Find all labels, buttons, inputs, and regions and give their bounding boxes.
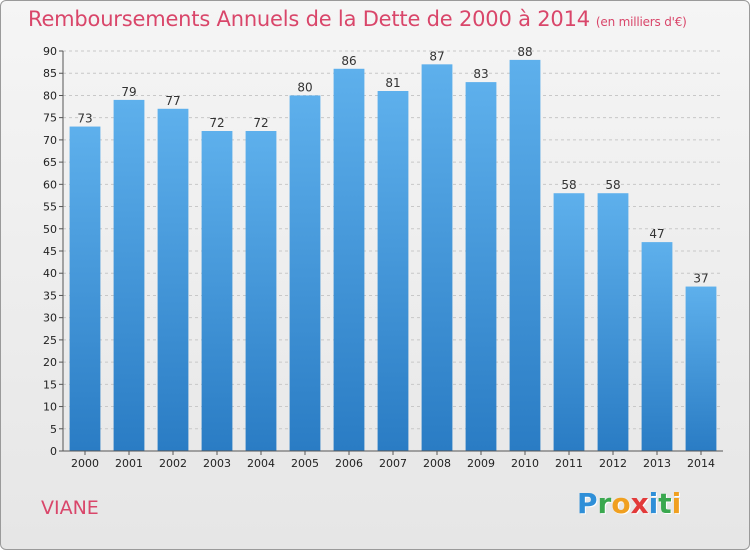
x-tick-label: 2002 <box>159 457 187 470</box>
bar-value-label: 73 <box>77 112 92 126</box>
logo-letter: o <box>611 487 631 520</box>
x-axis: 2000 2001 2002 2003 2004 2005 2006 2007 2008 2009… <box>63 450 723 470</box>
y-tick-label: 65 <box>43 156 57 169</box>
bar-value-label: 72 <box>209 116 224 130</box>
y-axis: 0 5 10 15 20 25 30 35 40 45 50 55 60 65 70 75 80 85 90 <box>43 45 64 458</box>
x-tick-label: 2010 <box>511 457 539 470</box>
bar-value-label: 80 <box>297 80 312 94</box>
y-tick-label: 30 <box>43 312 57 325</box>
bar-value-label: 83 <box>473 67 488 81</box>
y-tick-label: 40 <box>43 267 57 280</box>
bar <box>289 95 321 451</box>
proxiti-logo: Proxiti <box>577 487 681 520</box>
y-tick-label: 15 <box>43 378 57 391</box>
logo-letter: i <box>648 487 659 520</box>
bar-value-label: 81 <box>385 76 400 90</box>
y-tick-label: 80 <box>43 89 57 102</box>
bar-value-label: 87 <box>429 49 444 63</box>
bar <box>597 193 629 451</box>
bar-value-label: 58 <box>605 178 620 192</box>
x-tick-label: 2006 <box>335 457 363 470</box>
x-tick-label: 2012 <box>599 457 627 470</box>
x-tick-label: 2001 <box>115 457 143 470</box>
bar <box>245 131 277 451</box>
bar <box>113 99 145 451</box>
logo-letter: P <box>577 487 598 520</box>
bar-value-label: 58 <box>561 178 576 192</box>
logo-letter: t <box>658 487 672 520</box>
x-tick-label: 2005 <box>291 457 319 470</box>
y-tick-label: 75 <box>43 112 57 125</box>
logo-letter: i <box>671 487 682 520</box>
bar <box>553 193 585 451</box>
bar-value-label: 72 <box>253 116 268 130</box>
y-tick-label: 45 <box>43 245 57 258</box>
x-tick-label: 2004 <box>247 457 275 470</box>
bar <box>69 126 101 452</box>
y-tick-label: 55 <box>43 201 57 214</box>
y-tick-label: 20 <box>43 356 57 369</box>
y-tick-label: 0 <box>50 445 57 458</box>
bar <box>333 68 365 452</box>
bars: 73 79 77 72 72 80 86 81 87 83 88 58 58 47 37 <box>69 45 717 452</box>
y-tick-label: 25 <box>43 334 57 347</box>
x-tick-label: 2000 <box>71 457 99 470</box>
x-tick-label: 2013 <box>643 457 671 470</box>
y-tick-label: 60 <box>43 178 57 191</box>
bar <box>465 82 497 451</box>
chart-title: Remboursements Annuels de la Dette de 20… <box>28 7 687 31</box>
y-tick-label: 5 <box>50 423 57 436</box>
x-tick-label: 2008 <box>423 457 451 470</box>
chart-unit: (en milliers d'€) <box>595 15 687 29</box>
y-tick-label: 50 <box>43 223 57 236</box>
logo-letter: x <box>630 487 649 520</box>
bar-value-label: 47 <box>649 227 664 241</box>
chart-title-text: Remboursements Annuels de la Dette de 20… <box>28 7 590 31</box>
logo-letter: r <box>597 487 612 520</box>
commune-name: VIANE <box>41 497 99 519</box>
y-tick-label: 85 <box>43 67 57 80</box>
bar-value-label: 86 <box>341 54 356 68</box>
x-tick-label: 2011 <box>555 457 583 470</box>
y-tick-label: 70 <box>43 134 57 147</box>
x-tick-label: 2007 <box>379 457 407 470</box>
bar <box>201 131 233 451</box>
bar <box>509 59 541 452</box>
bar-value-label: 79 <box>121 85 136 99</box>
x-tick-label: 2014 <box>687 457 715 470</box>
y-tick-label: 10 <box>43 401 57 414</box>
bar-value-label: 37 <box>693 272 708 286</box>
y-tick-label: 90 <box>43 45 57 58</box>
x-tick-label: 2003 <box>203 457 231 470</box>
y-tick-label: 35 <box>43 289 57 302</box>
bar <box>157 108 189 452</box>
bar <box>685 286 717 451</box>
bar <box>377 91 409 451</box>
bar <box>421 64 453 452</box>
bar-value-label: 88 <box>517 45 532 59</box>
x-tick-label: 2009 <box>467 457 495 470</box>
bar-value-label: 77 <box>165 94 180 108</box>
bar <box>641 242 673 451</box>
